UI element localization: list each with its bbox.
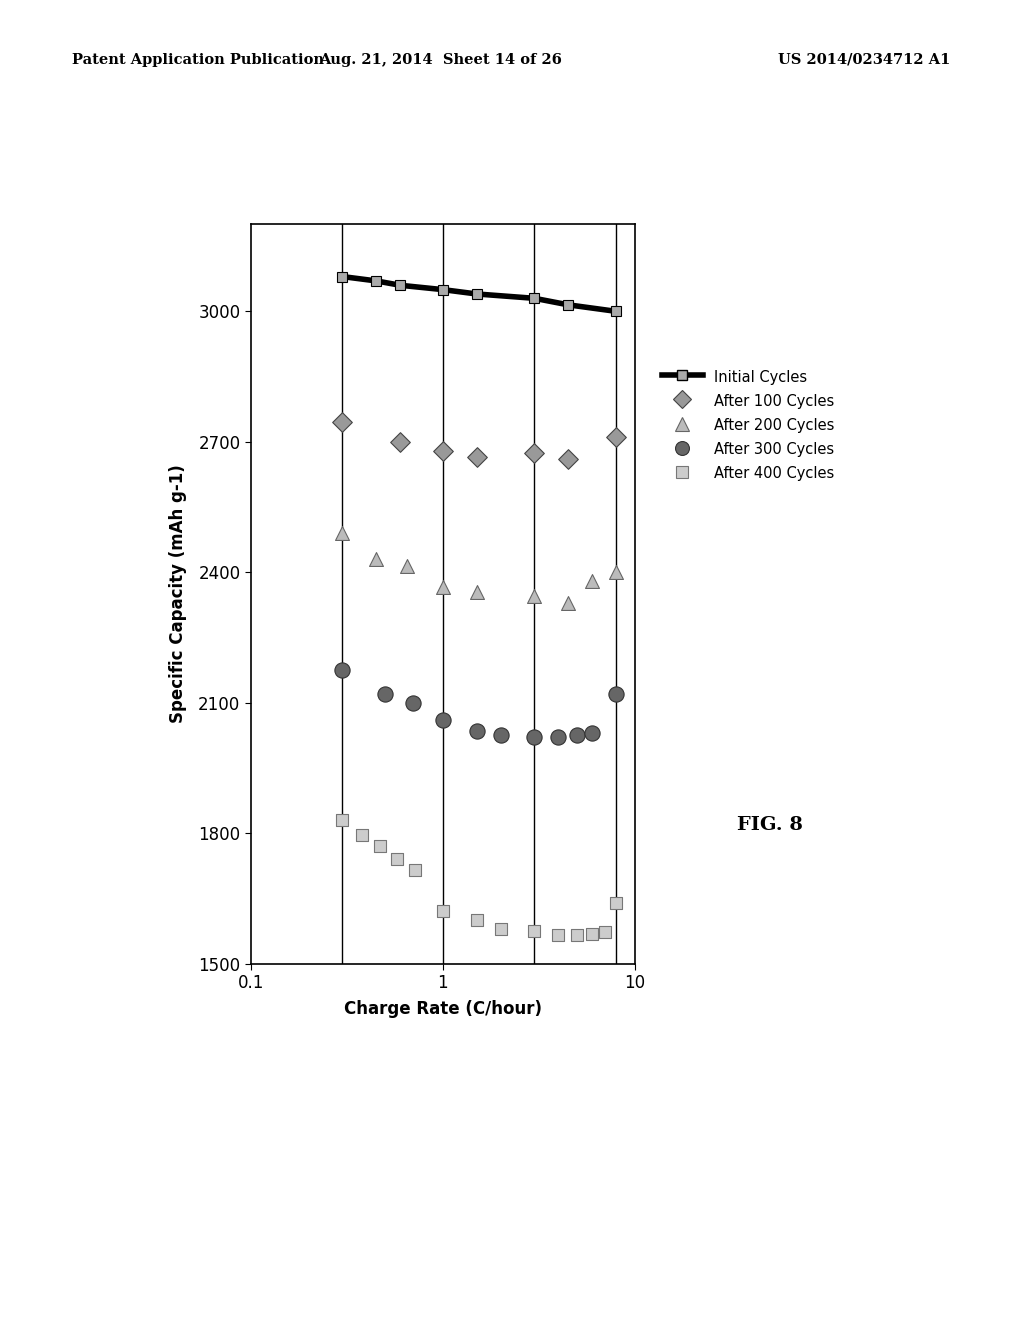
- After 100 Cycles: [560, 449, 577, 470]
- After 400 Cycles: [493, 919, 509, 940]
- Initial Cycles: [562, 297, 574, 313]
- After 200 Cycles: [608, 562, 625, 583]
- Initial Cycles: [394, 277, 407, 293]
- After 400 Cycles: [608, 892, 625, 913]
- After 100 Cycles: [434, 440, 451, 461]
- After 200 Cycles: [469, 581, 485, 602]
- Legend: Initial Cycles, After 100 Cycles, After 200 Cycles, After 300 Cycles, After 400 : Initial Cycles, After 100 Cycles, After …: [657, 364, 839, 486]
- After 300 Cycles: [377, 684, 393, 705]
- After 400 Cycles: [334, 809, 350, 830]
- After 300 Cycles: [584, 722, 600, 743]
- After 300 Cycles: [404, 692, 421, 713]
- After 200 Cycles: [526, 586, 543, 607]
- After 200 Cycles: [398, 556, 415, 577]
- After 300 Cycles: [493, 725, 509, 746]
- After 400 Cycles: [469, 909, 485, 931]
- After 200 Cycles: [334, 523, 350, 544]
- After 100 Cycles: [392, 432, 409, 453]
- After 100 Cycles: [608, 426, 625, 447]
- Initial Cycles: [370, 273, 382, 289]
- After 400 Cycles: [354, 825, 371, 846]
- Initial Cycles: [471, 286, 483, 302]
- After 400 Cycles: [584, 924, 600, 945]
- After 400 Cycles: [550, 925, 566, 946]
- After 100 Cycles: [526, 442, 543, 463]
- Initial Cycles: [528, 290, 541, 306]
- After 300 Cycles: [550, 727, 566, 748]
- After 300 Cycles: [608, 684, 625, 705]
- Text: Aug. 21, 2014  Sheet 14 of 26: Aug. 21, 2014 Sheet 14 of 26: [318, 53, 562, 67]
- After 200 Cycles: [434, 577, 451, 598]
- After 400 Cycles: [408, 859, 424, 880]
- After 400 Cycles: [389, 849, 406, 870]
- After 200 Cycles: [584, 570, 600, 591]
- X-axis label: Charge Rate (C/hour): Charge Rate (C/hour): [344, 1001, 542, 1018]
- Text: FIG. 8: FIG. 8: [737, 816, 803, 834]
- Text: Patent Application Publication: Patent Application Publication: [72, 53, 324, 67]
- Text: US 2014/0234712 A1: US 2014/0234712 A1: [778, 53, 950, 67]
- Initial Cycles: [436, 281, 449, 297]
- After 300 Cycles: [569, 725, 586, 746]
- After 200 Cycles: [368, 549, 384, 570]
- After 300 Cycles: [469, 721, 485, 742]
- After 300 Cycles: [334, 660, 350, 681]
- After 400 Cycles: [372, 836, 388, 857]
- After 400 Cycles: [434, 900, 451, 921]
- After 200 Cycles: [560, 593, 577, 614]
- After 300 Cycles: [526, 727, 543, 748]
- Initial Cycles: [336, 269, 348, 285]
- After 100 Cycles: [334, 412, 350, 433]
- After 400 Cycles: [597, 921, 613, 942]
- Y-axis label: Specific Capacity (mAh g-1): Specific Capacity (mAh g-1): [169, 465, 187, 723]
- After 300 Cycles: [434, 710, 451, 731]
- After 100 Cycles: [469, 446, 485, 467]
- After 400 Cycles: [526, 920, 543, 941]
- Line: Initial Cycles: Initial Cycles: [338, 272, 622, 317]
- After 400 Cycles: [569, 925, 586, 946]
- Initial Cycles: [610, 304, 623, 319]
